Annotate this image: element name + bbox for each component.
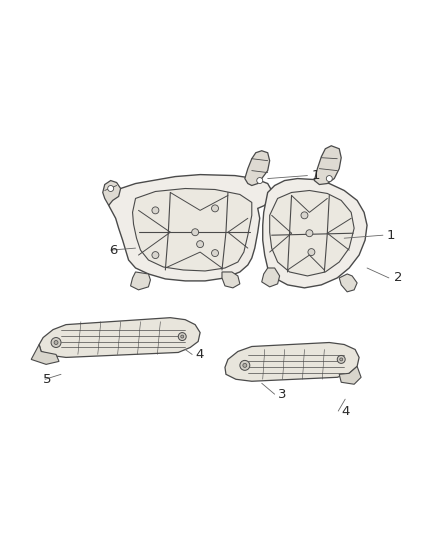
- Circle shape: [192, 229, 198, 236]
- Circle shape: [326, 175, 332, 182]
- Circle shape: [108, 185, 114, 191]
- Text: 1: 1: [311, 169, 320, 182]
- Polygon shape: [245, 151, 270, 185]
- Text: 5: 5: [43, 373, 52, 386]
- Polygon shape: [109, 175, 272, 281]
- Polygon shape: [339, 274, 357, 292]
- Polygon shape: [339, 366, 361, 384]
- Circle shape: [257, 177, 263, 183]
- Text: 6: 6: [109, 244, 117, 256]
- Circle shape: [178, 333, 186, 341]
- Circle shape: [152, 207, 159, 214]
- Polygon shape: [131, 272, 150, 290]
- Polygon shape: [270, 190, 354, 276]
- Circle shape: [54, 341, 58, 344]
- Polygon shape: [262, 268, 279, 287]
- Polygon shape: [103, 181, 120, 205]
- Circle shape: [240, 360, 250, 370]
- Circle shape: [243, 364, 247, 367]
- Circle shape: [51, 337, 61, 348]
- Circle shape: [197, 241, 204, 248]
- Circle shape: [301, 212, 308, 219]
- Text: 2: 2: [394, 271, 403, 285]
- Circle shape: [337, 356, 345, 364]
- Polygon shape: [222, 272, 240, 288]
- Text: 1: 1: [387, 229, 396, 241]
- Circle shape: [308, 248, 315, 255]
- Polygon shape: [133, 189, 252, 271]
- Circle shape: [181, 335, 184, 338]
- Circle shape: [212, 205, 219, 212]
- Text: 3: 3: [278, 387, 286, 401]
- Circle shape: [340, 358, 343, 361]
- Circle shape: [306, 230, 313, 237]
- Polygon shape: [225, 343, 359, 381]
- Polygon shape: [314, 146, 341, 184]
- Polygon shape: [39, 318, 200, 358]
- Polygon shape: [31, 344, 59, 365]
- Polygon shape: [263, 179, 367, 288]
- Text: 4: 4: [195, 348, 204, 361]
- Circle shape: [212, 249, 219, 256]
- Circle shape: [152, 252, 159, 259]
- Text: 4: 4: [341, 405, 350, 417]
